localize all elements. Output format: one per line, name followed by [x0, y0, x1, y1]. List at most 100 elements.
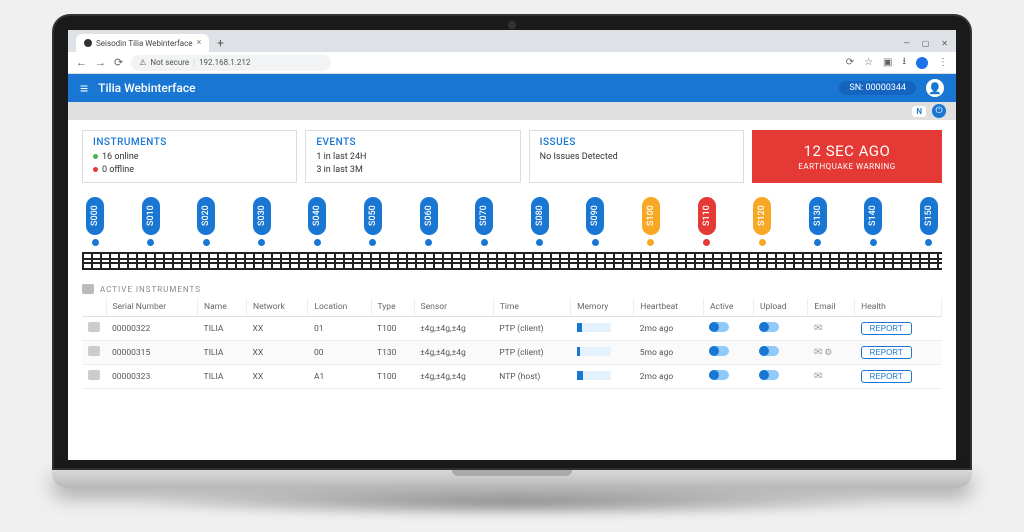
- column-header[interactable]: Type: [371, 298, 414, 317]
- url-field[interactable]: ⚠ Not secure | 192.168.1.212: [131, 55, 331, 71]
- upload-toggle[interactable]: [759, 322, 779, 332]
- sensor-pill: S040: [308, 197, 326, 235]
- active-toggle[interactable]: [709, 346, 729, 356]
- alert-card[interactable]: 12 SEC AGO EARTHQUAKE WARNING: [752, 130, 942, 183]
- email-icon[interactable]: ✉: [814, 371, 822, 382]
- memory-bar: [577, 323, 611, 332]
- upload-toggle[interactable]: [759, 346, 779, 356]
- sensor-pill: S050: [364, 197, 382, 235]
- sensor-pill: S020: [197, 197, 215, 235]
- column-header[interactable]: Heartbeat: [634, 298, 704, 317]
- status-chip[interactable]: N: [912, 106, 926, 117]
- profile-avatar-icon[interactable]: [916, 57, 928, 69]
- column-header[interactable]: Email: [808, 298, 855, 317]
- sensor-node[interactable]: S050: [364, 197, 382, 246]
- report-button[interactable]: REPORT: [861, 370, 912, 383]
- column-header[interactable]: Location: [308, 298, 371, 317]
- sensor-pill: S140: [864, 197, 882, 235]
- column-header[interactable]: Time: [493, 298, 570, 317]
- sensor-status-dot-icon: [147, 239, 154, 246]
- sensor-node[interactable]: S040: [308, 197, 326, 246]
- table-row[interactable]: 00000322TILIAXX01T100±4g,±4g,±4gPTP (cli…: [82, 317, 942, 341]
- sensor-status-dot-icon: [258, 239, 265, 246]
- sensor-pill: S080: [531, 197, 549, 235]
- sensor-node[interactable]: S070: [475, 197, 493, 246]
- close-icon[interactable]: ×: [197, 38, 202, 48]
- sensor-node[interactable]: S140: [864, 197, 882, 246]
- card-title: ISSUES: [540, 137, 733, 148]
- device-icon: [88, 322, 100, 332]
- new-tab-button[interactable]: +: [211, 34, 229, 52]
- sensor-node[interactable]: S030: [253, 197, 271, 246]
- sensor-status-dot-icon: [481, 239, 488, 246]
- maximize-icon[interactable]: ▢: [922, 39, 930, 48]
- column-header[interactable]: Memory: [571, 298, 634, 317]
- close-window-icon[interactable]: ✕: [941, 39, 948, 48]
- table-row[interactable]: 00000315TILIAXX00T130±4g,±4g,±4gPTP (cli…: [82, 341, 942, 365]
- column-header[interactable]: Active: [703, 298, 753, 317]
- sensor-strip: S000 S010 S020 S030 S040 S050 S060 S070 S080 S090…: [82, 197, 942, 270]
- sensor-node[interactable]: S110: [698, 197, 716, 246]
- table-row[interactable]: 00000323TILIAXXA1T100±4g,±4g,±4gNTP (hos…: [82, 365, 942, 389]
- back-icon[interactable]: ←: [76, 56, 87, 69]
- star-icon[interactable]: ☆: [864, 57, 873, 68]
- url-text: 192.168.1.212: [199, 58, 250, 67]
- report-button[interactable]: REPORT: [861, 322, 912, 335]
- active-toggle[interactable]: [709, 322, 729, 332]
- email-icon[interactable]: ✉: [814, 323, 822, 334]
- sensor-status-dot-icon: [92, 239, 99, 246]
- browser-tab[interactable]: Seisodin Tilia Webinterface ×: [76, 34, 209, 52]
- railway-track: [82, 252, 942, 270]
- menu-icon[interactable]: ⋮: [938, 57, 948, 68]
- column-header[interactable]: Serial Number: [106, 298, 198, 317]
- sensor-pill: S000: [86, 197, 104, 235]
- laptop-base: [52, 470, 972, 488]
- active-toggle[interactable]: [709, 370, 729, 380]
- sensor-node[interactable]: S100: [642, 197, 660, 246]
- sensor-node[interactable]: S000: [86, 197, 104, 246]
- minimize-icon[interactable]: —: [903, 39, 909, 48]
- sensor-pill: S130: [809, 197, 827, 235]
- sensor-node[interactable]: S120: [753, 197, 771, 246]
- sensor-node[interactable]: S150: [920, 197, 938, 246]
- online-dot-icon: [93, 154, 98, 159]
- account-icon[interactable]: 👤: [926, 79, 944, 97]
- sensor-node[interactable]: S060: [420, 197, 438, 246]
- column-header[interactable]: Health: [855, 298, 942, 317]
- column-header[interactable]: Network: [247, 298, 308, 317]
- column-header[interactable]: Sensor: [414, 298, 493, 317]
- sensor-node[interactable]: S020: [197, 197, 215, 246]
- extensions-icon[interactable]: ▣: [883, 57, 892, 68]
- sensor-node[interactable]: S010: [142, 197, 160, 246]
- column-header[interactable]: Name: [198, 298, 247, 317]
- sensor-status-dot-icon: [369, 239, 376, 246]
- address-bar: ← → ⟳ ⚠ Not secure | 192.168.1.212 ⟳ ☆ ▣…: [68, 52, 956, 74]
- forward-icon[interactable]: →: [95, 56, 106, 69]
- memory-bar: [577, 371, 611, 380]
- serial-number-badge[interactable]: SN: 00000344: [839, 81, 916, 95]
- gear-icon[interactable]: ⚙: [824, 348, 832, 358]
- instruments-table: Serial NumberNameNetworkLocationTypeSens…: [82, 298, 942, 389]
- favicon-icon: [84, 39, 92, 47]
- upload-toggle[interactable]: [759, 370, 779, 380]
- reload-icon[interactable]: ⟳: [114, 56, 123, 69]
- column-header[interactable]: Upload: [753, 298, 807, 317]
- sensor-status-dot-icon: [314, 239, 321, 246]
- power-icon[interactable]: ⏻: [932, 104, 946, 118]
- sensor-node[interactable]: S090: [586, 197, 604, 246]
- sensor-pill: S120: [753, 197, 771, 235]
- hamburger-icon[interactable]: ≡: [80, 80, 88, 97]
- sensor-pill: S090: [586, 197, 604, 235]
- download-icon[interactable]: ⭳: [903, 54, 907, 71]
- sensor-pill: S110: [698, 197, 716, 235]
- sensor-node[interactable]: S080: [531, 197, 549, 246]
- device-icon: [88, 346, 100, 356]
- not-secure-icon: ⚠: [139, 58, 146, 67]
- sensor-node[interactable]: S130: [809, 197, 827, 246]
- share-icon[interactable]: ⟳: [846, 57, 854, 68]
- report-button[interactable]: REPORT: [861, 346, 912, 359]
- screen: Seisodin Tilia Webinterface × + — ▢ ✕ ← …: [68, 30, 956, 460]
- email-icon[interactable]: ✉: [814, 347, 822, 358]
- offline-dot-icon: [93, 167, 98, 172]
- issues-card: ISSUES No Issues Detected: [529, 130, 744, 183]
